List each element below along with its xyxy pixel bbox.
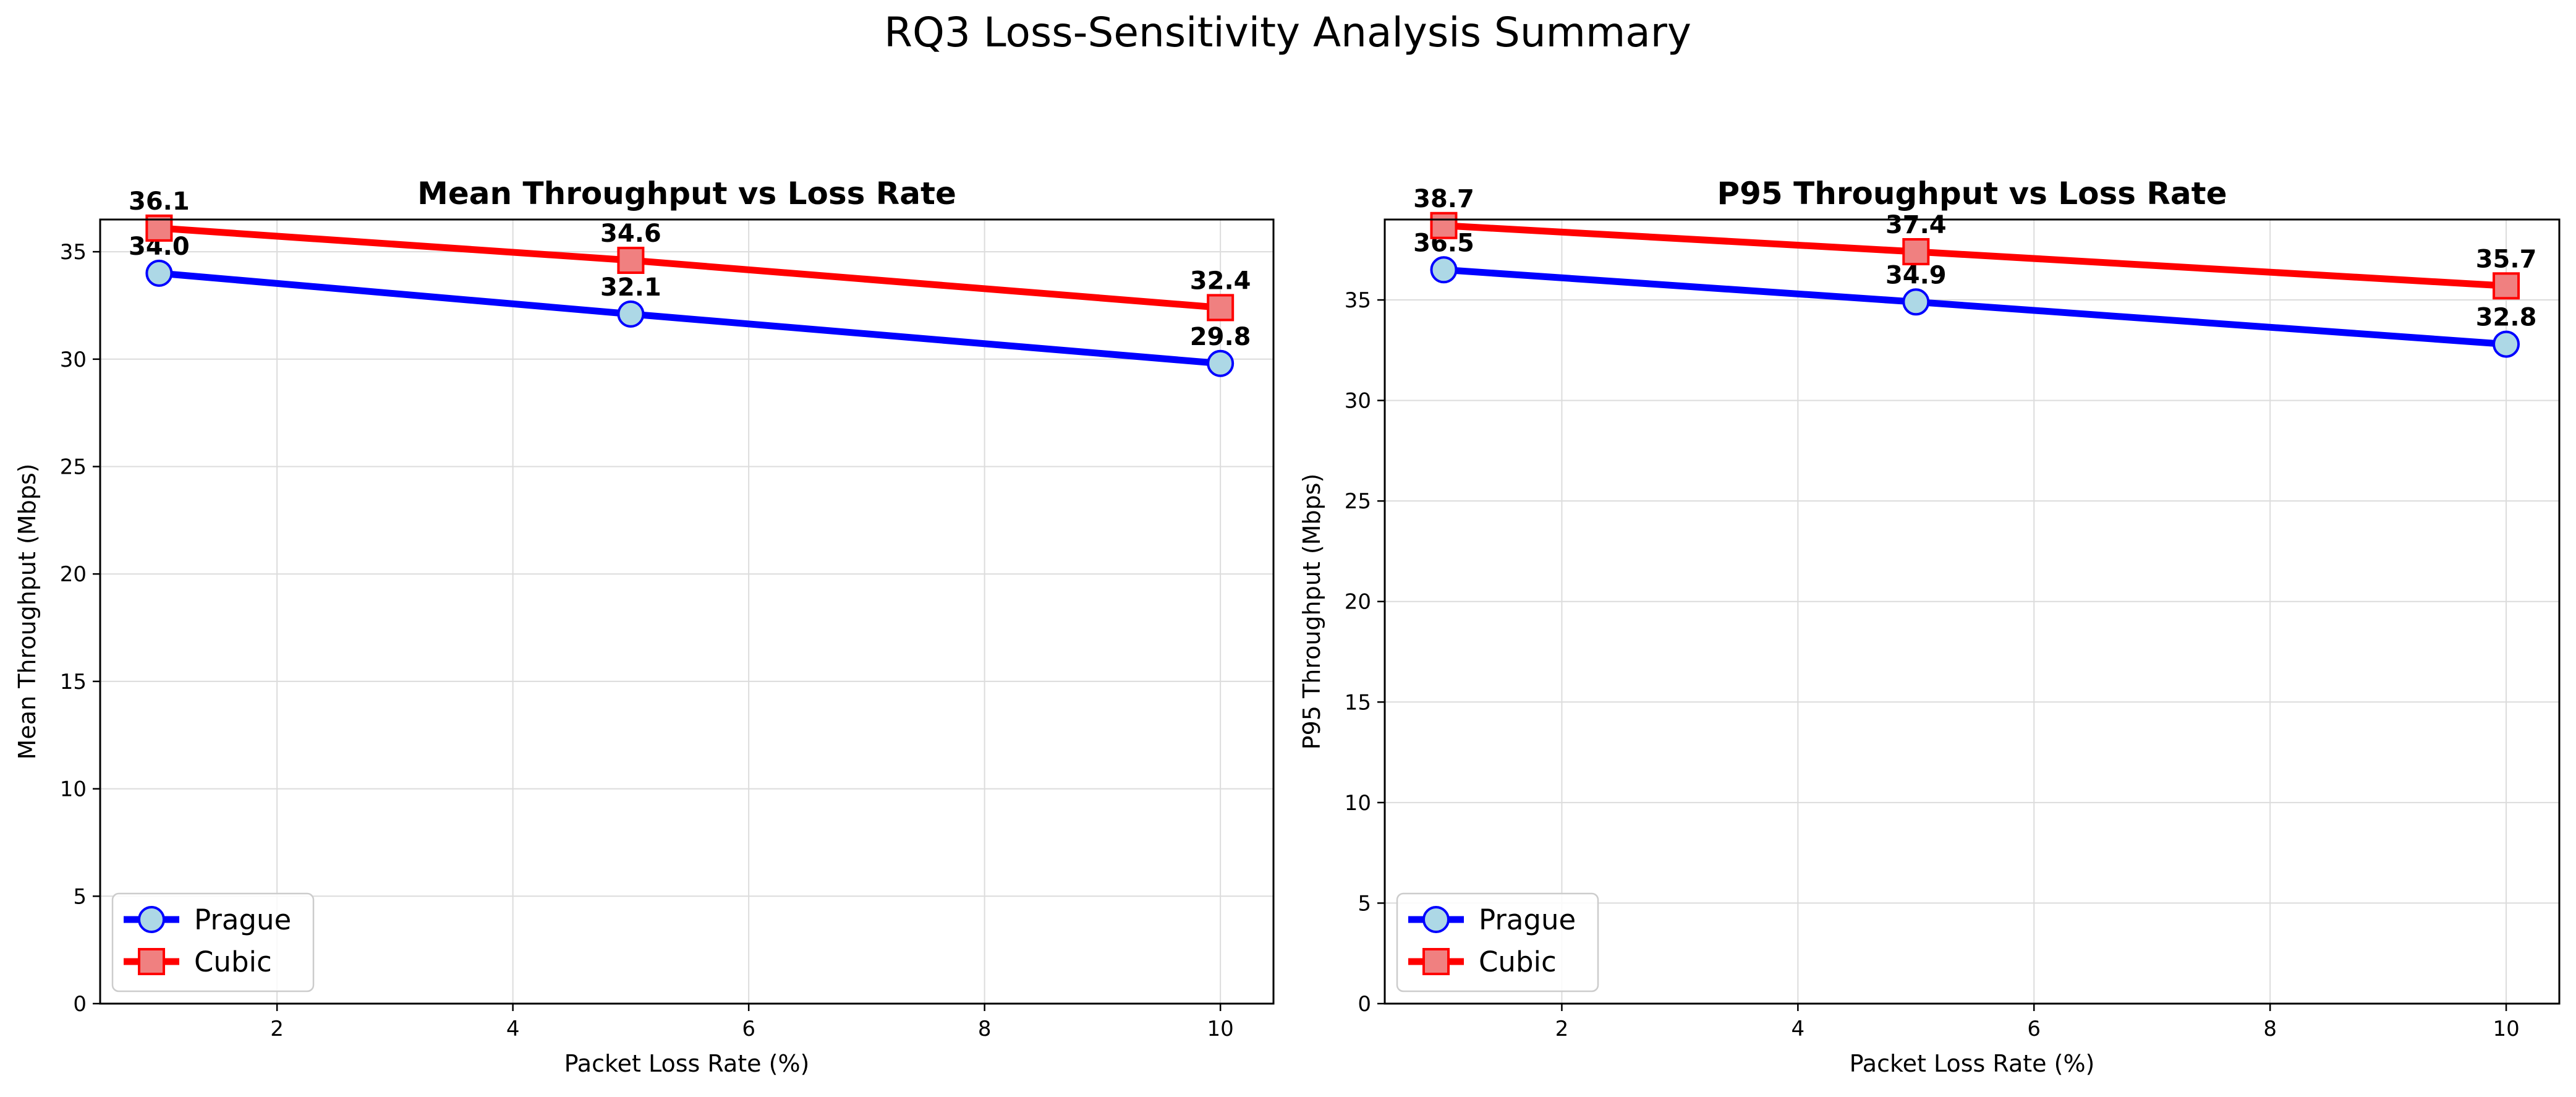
legend: Prague Cubic — [1396, 892, 1599, 992]
data-label-cubic: 38.7 — [1413, 185, 1474, 213]
figure-title: RQ3 Loss-Sensitivity Analysis Summary — [884, 9, 1691, 56]
data-label-prague: 29.8 — [1190, 323, 1251, 351]
data-point-prague — [617, 300, 645, 328]
legend-label-cubic: Cubic — [194, 945, 272, 978]
data-label-cubic: 37.4 — [1885, 211, 1947, 239]
data-point-cubic — [617, 247, 645, 275]
y-tick-label: 5 — [1358, 891, 1371, 916]
y-tick-label: 25 — [60, 455, 87, 480]
y-tick-label: 20 — [1345, 590, 1371, 615]
x-tick-label: 6 — [742, 1017, 755, 1041]
y-tick-label: 25 — [1345, 489, 1371, 514]
chart-title: P95 Throughput vs Loss Rate — [1717, 176, 2227, 211]
data-point-cubic — [2493, 272, 2520, 300]
data-label-cubic: 34.6 — [600, 220, 661, 248]
y-tick-label: 35 — [60, 240, 87, 265]
x-tick-label: 8 — [2263, 1017, 2277, 1041]
chart-title: Mean Throughput vs Loss Rate — [417, 176, 956, 211]
y-axis-label: P95 Throughput (Mbps) — [1298, 474, 1325, 750]
legend-marker-cubic — [138, 948, 165, 975]
data-label-prague: 32.1 — [600, 273, 661, 302]
data-point-cubic — [1430, 211, 1458, 239]
data-label-cubic: 36.1 — [129, 187, 190, 216]
data-point-prague — [1430, 256, 1458, 284]
x-axis-label: Packet Loss Rate (%) — [1850, 1050, 2095, 1077]
data-label-cubic: 32.4 — [1190, 267, 1251, 295]
x-tick-label: 4 — [506, 1017, 520, 1041]
data-label-cubic: 35.7 — [2476, 245, 2537, 273]
x-axis-label: Packet Loss Rate (%) — [564, 1050, 810, 1077]
y-tick-label: 10 — [1345, 791, 1371, 816]
y-tick-label: 5 — [73, 884, 87, 909]
x-tick-label: 2 — [270, 1017, 284, 1041]
x-tick-label: 10 — [1207, 1017, 1234, 1041]
x-tick-label: 10 — [2493, 1017, 2519, 1041]
plot-frame — [99, 218, 1275, 1005]
data-label-prague: 34.9 — [1885, 261, 1947, 289]
y-tick-label: 30 — [1345, 389, 1371, 414]
x-tick-label: 2 — [1555, 1017, 1569, 1041]
legend-marker-cubic — [1422, 948, 1450, 975]
series-line-cubic — [1443, 222, 2507, 289]
y-tick-label: 0 — [73, 992, 87, 1017]
series-line-prague — [158, 270, 1221, 367]
plot-frame — [1384, 218, 2561, 1005]
data-point-cubic — [1207, 294, 1235, 322]
data-point-prague — [2493, 330, 2520, 358]
data-point-prague — [145, 259, 173, 287]
series-line-prague — [1443, 266, 2507, 348]
legend: Prague Cubic — [111, 892, 315, 992]
y-tick-label: 10 — [60, 777, 87, 802]
legend-marker-prague — [138, 906, 165, 933]
y-tick-label: 15 — [1345, 690, 1371, 715]
y-tick-label: 0 — [1358, 992, 1371, 1017]
legend-label-cubic: Cubic — [1479, 945, 1557, 978]
legend-marker-prague — [1422, 906, 1450, 933]
data-point-prague — [1207, 349, 1235, 377]
y-tick-label: 30 — [60, 348, 87, 372]
y-tick-label: 15 — [60, 670, 87, 694]
x-tick-label: 8 — [978, 1017, 992, 1041]
data-label-prague: 32.8 — [2476, 304, 2537, 332]
data-point-prague — [1902, 288, 1930, 316]
y-tick-label: 35 — [1345, 288, 1371, 313]
legend-label-prague: Prague — [194, 903, 291, 936]
x-tick-label: 6 — [2027, 1017, 2041, 1041]
p95-throughput-chart: 2 4 6 8 100510152025303536.534.932.838.737.4… — [1298, 176, 2561, 1077]
y-axis-label: Mean Throughput (Mbps) — [14, 464, 41, 760]
x-tick-label: 4 — [1792, 1017, 1805, 1041]
legend-label-prague: Prague — [1479, 903, 1576, 936]
series-line-cubic — [159, 224, 1221, 311]
data-point-cubic — [1902, 238, 1930, 266]
y-tick-label: 20 — [60, 562, 87, 587]
